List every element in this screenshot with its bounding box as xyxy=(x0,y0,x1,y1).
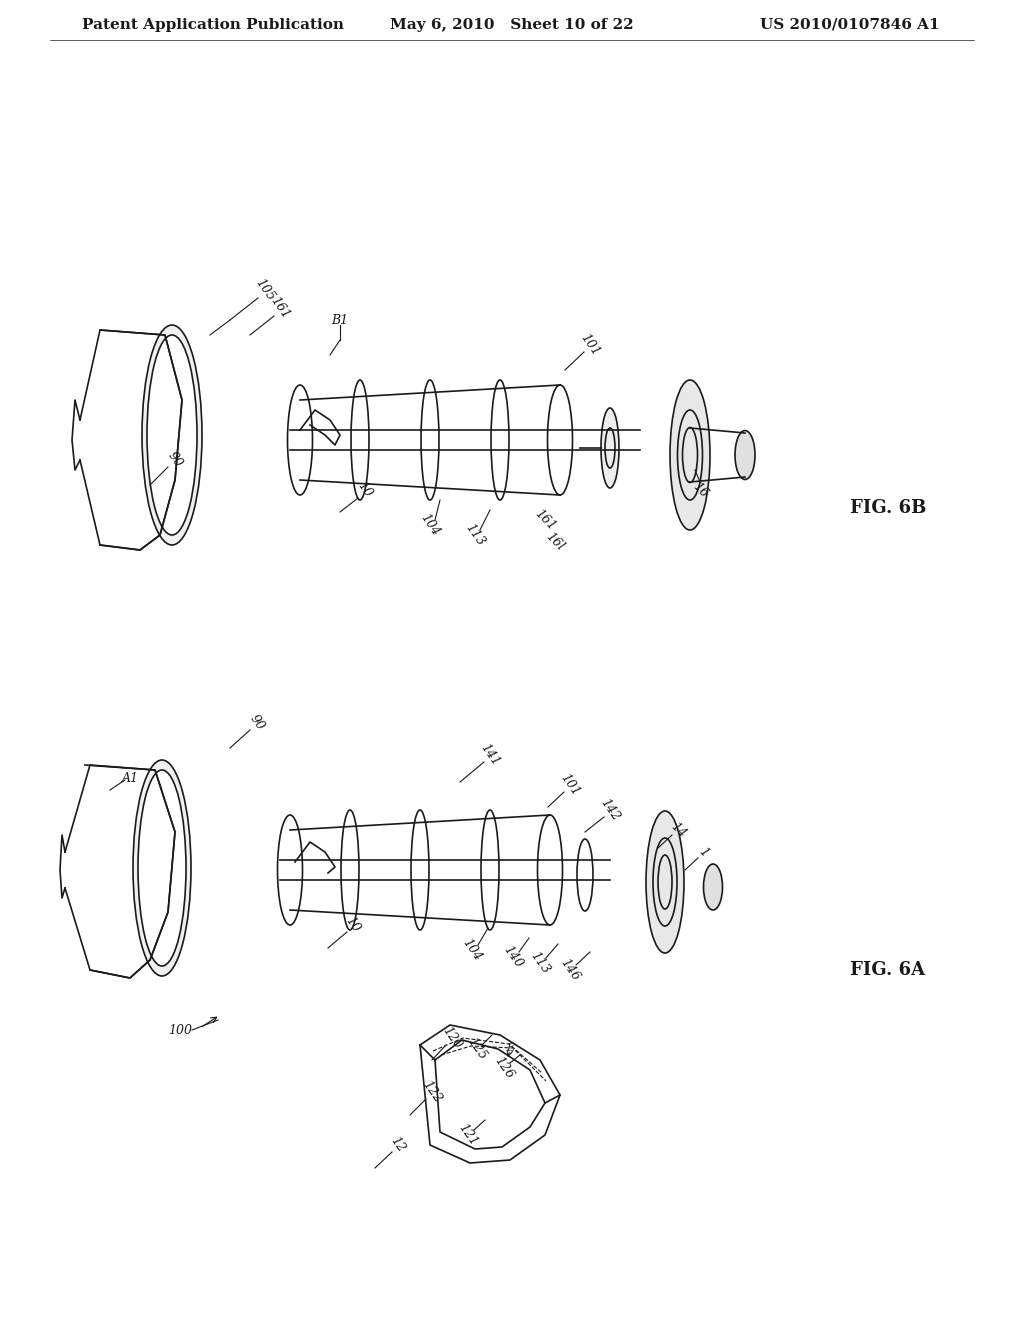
Ellipse shape xyxy=(147,335,197,535)
Text: 126: 126 xyxy=(492,1055,516,1081)
Text: 104: 104 xyxy=(418,511,442,539)
Text: 140: 140 xyxy=(501,944,525,970)
Text: 90: 90 xyxy=(165,450,185,470)
Text: 125: 125 xyxy=(465,1035,489,1063)
Text: US 2010/0107846 A1: US 2010/0107846 A1 xyxy=(761,18,940,32)
Ellipse shape xyxy=(133,760,191,975)
Text: May 6, 2010   Sheet 10 of 22: May 6, 2010 Sheet 10 of 22 xyxy=(390,18,634,32)
Text: 161: 161 xyxy=(531,507,558,533)
Text: 142: 142 xyxy=(598,796,623,824)
Text: 1: 1 xyxy=(695,845,711,859)
Text: 120: 120 xyxy=(439,1024,464,1052)
Text: 100: 100 xyxy=(168,1023,193,1036)
Text: 113: 113 xyxy=(527,949,552,977)
Text: 113: 113 xyxy=(463,521,487,549)
Text: 104: 104 xyxy=(460,936,484,964)
Ellipse shape xyxy=(601,408,618,488)
Ellipse shape xyxy=(670,380,710,531)
Text: 122: 122 xyxy=(420,1078,444,1106)
Text: 141: 141 xyxy=(478,742,502,768)
Ellipse shape xyxy=(735,430,755,479)
Ellipse shape xyxy=(142,325,202,545)
Text: E: E xyxy=(506,1043,514,1053)
Ellipse shape xyxy=(646,810,684,953)
Text: 10: 10 xyxy=(343,915,362,936)
Text: 16l: 16l xyxy=(544,531,566,553)
Text: 146: 146 xyxy=(558,957,583,983)
Text: 12: 12 xyxy=(388,1135,408,1155)
Text: 14: 14 xyxy=(668,820,688,841)
Text: 10: 10 xyxy=(355,479,375,500)
Ellipse shape xyxy=(703,865,723,909)
Text: 121: 121 xyxy=(456,1122,480,1148)
Text: B1: B1 xyxy=(332,314,348,326)
Text: 105: 105 xyxy=(253,276,278,304)
Text: 90: 90 xyxy=(247,713,267,734)
Text: 101: 101 xyxy=(558,771,583,799)
Text: FIG. 6B: FIG. 6B xyxy=(850,499,927,517)
Text: 101: 101 xyxy=(578,331,602,359)
Text: 16: 16 xyxy=(690,479,711,500)
Text: A1: A1 xyxy=(122,771,138,784)
Ellipse shape xyxy=(138,770,186,966)
Text: 161: 161 xyxy=(268,294,292,322)
Text: Patent Application Publication: Patent Application Publication xyxy=(82,18,344,32)
Text: FIG. 6A: FIG. 6A xyxy=(850,961,925,979)
